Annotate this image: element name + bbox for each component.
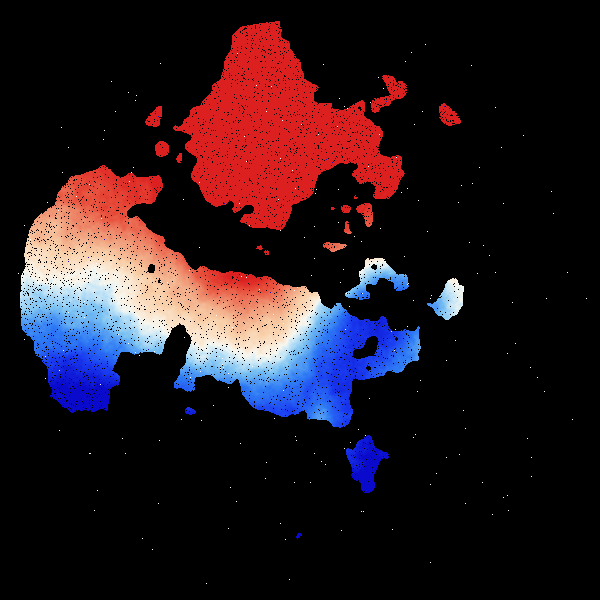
radar-velocity-canvas [0,0,600,600]
radar-velocity-figure: Doppler Radar Radial Velocity PPI m/s [0,0,600,600]
